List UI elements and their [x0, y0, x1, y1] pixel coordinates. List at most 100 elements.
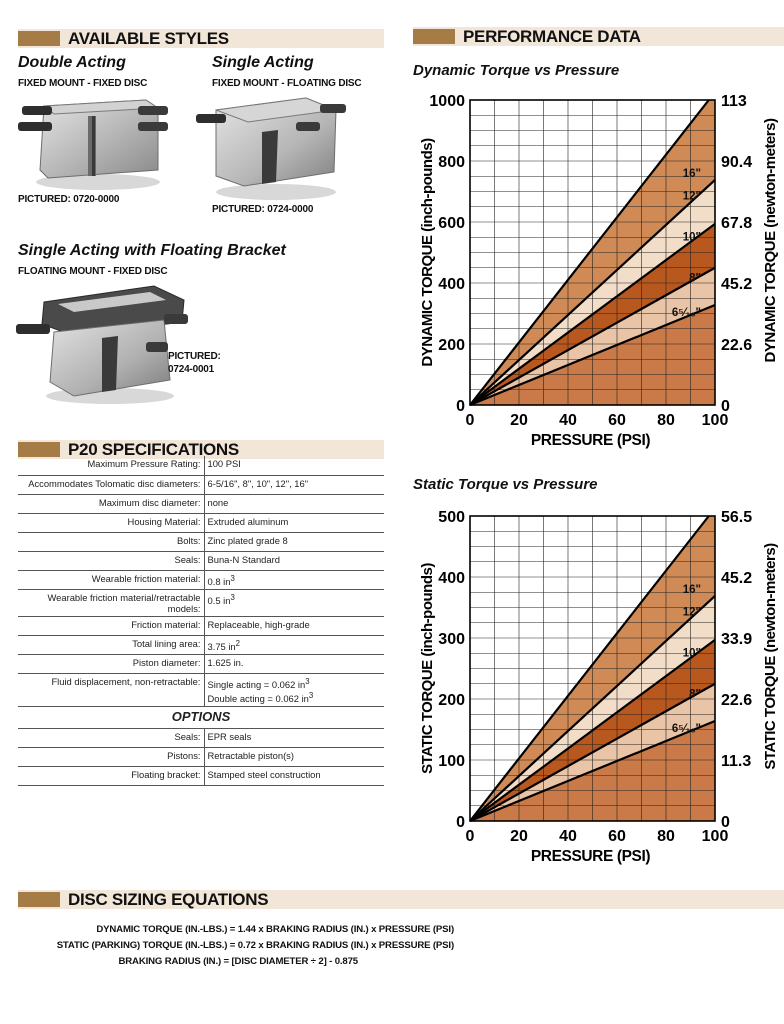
- x-tick-label: 20: [510, 412, 528, 429]
- x-tick-label: 80: [657, 412, 675, 429]
- spec-label: Wearable friction material:: [18, 570, 205, 590]
- style-subtitle-single-acting: FIXED MOUNT - FLOATING DISC: [212, 78, 362, 89]
- specifications-body: Maximum Pressure Rating: 100 PSI Accommod…: [18, 456, 384, 786]
- style-subtitle-double-acting: FIXED MOUNT - FIXED DISC: [18, 78, 148, 89]
- option-value: Stamped steel construction: [204, 766, 384, 786]
- double-acting-caliper-photo: [18, 99, 168, 190]
- series-line: [469, 719, 716, 823]
- spec-row: Piston diameter: 1.625 in.: [18, 654, 384, 674]
- options-heading: OPTIONS: [18, 706, 384, 729]
- x-tick-label: 100: [702, 828, 729, 845]
- spec-row: Wearable friction material: 0.8 in3: [18, 570, 384, 590]
- option-row: Pistons: Retractable piston(s): [18, 747, 384, 767]
- x-tick-label: 40: [559, 412, 577, 429]
- spec-value: 6-5/16", 8", 10", 12", 16": [204, 475, 384, 495]
- spec-row-fluid: Fluid displacement, non-retractable: Sin…: [18, 673, 384, 708]
- series-label: 12": [683, 607, 701, 619]
- spec-label: Housing Material:: [18, 513, 205, 533]
- spec-value-text: 0.8 in: [207, 575, 231, 587]
- x-tick-label: 60: [608, 828, 626, 845]
- spec-value: Zinc plated grade 8: [204, 532, 384, 552]
- y2-tick-label: 0: [721, 814, 730, 831]
- spec-row: Housing Material: Extruded aluminum: [18, 513, 384, 533]
- y-tick-label: 200: [438, 692, 465, 709]
- pictured-label-double-acting: PICTURED: 0720-0000: [18, 194, 120, 205]
- static-chart-title: Static Torque vs Pressure: [413, 476, 598, 493]
- spec-label: Accommodates Tolomatic disc diameters:: [18, 475, 205, 495]
- series-label: 10": [683, 232, 701, 244]
- fluid-exponent: 3: [308, 690, 314, 700]
- header-swatch: [18, 892, 60, 907]
- spec-value: Single acting = 0.062 in3 Double acting …: [204, 673, 384, 708]
- spec-label: Seals:: [18, 551, 205, 571]
- pictured-part-number: 0724-0001: [168, 364, 215, 375]
- spec-row: Total lining area: 3.75 in2: [18, 635, 384, 655]
- spec-label: Maximum Pressure Rating:: [18, 456, 205, 476]
- y-tick-label: 400: [438, 276, 465, 293]
- y2-tick-label: 113: [721, 93, 747, 110]
- spec-value-text: 0.5 in: [207, 594, 231, 606]
- fluid-double-acting: Double acting = 0.062 in3: [208, 690, 382, 704]
- spec-row: Seals: Buna-N Standard: [18, 551, 384, 571]
- option-label: Pistons:: [18, 747, 205, 767]
- y-axis-label: DYNAMIC TORQUE (inch-pounds): [419, 138, 436, 367]
- series-line: [469, 266, 716, 406]
- spec-value-text: 3.75 in: [207, 640, 236, 652]
- pictured-label-line: PICTURED:: [168, 351, 221, 362]
- available-styles-header: AVAILABLE STYLES: [18, 29, 384, 48]
- spec-value: 0.8 in3: [204, 570, 384, 590]
- spec-label: Friction material:: [18, 616, 205, 636]
- x-tick-label: 0: [466, 412, 475, 429]
- x-tick-label: 60: [608, 412, 626, 429]
- y2-tick-label: 0: [721, 398, 730, 415]
- y-tick-label: 300: [438, 631, 465, 648]
- y-tick-label: 600: [438, 215, 465, 232]
- y2-tick-label: 22.6: [721, 692, 752, 709]
- fluid-value-text: Double acting = 0.062 in: [207, 693, 309, 704]
- fluid-single-acting: Single acting = 0.062 in3: [208, 676, 382, 690]
- series-label: 12": [683, 191, 701, 203]
- x-tick-label: 20: [510, 828, 528, 845]
- spec-value: Buna-N Standard: [204, 551, 384, 571]
- spec-label: Maximum disc diameter:: [18, 494, 205, 514]
- series-label: 6⁵⁄₁₆": [672, 723, 701, 735]
- y-tick-label: 800: [438, 154, 465, 171]
- x-tick-label: 40: [559, 828, 577, 845]
- style-title-double-acting: Double Acting: [18, 54, 126, 71]
- series-line: [469, 303, 716, 407]
- x-axis-label: PRESSURE (PSI): [531, 432, 651, 449]
- static-torque-equation: STATIC (PARKING) TORQUE (IN.-LBS.) = 0.7…: [56, 940, 454, 951]
- y-tick-label: 500: [438, 509, 465, 526]
- y-tick-label: 0: [456, 398, 465, 415]
- options-heading-row: OPTIONS: [18, 706, 384, 729]
- plot-frame: [469, 99, 716, 406]
- y-tick-label: 400: [438, 570, 465, 587]
- performance-data-header: PERFORMANCE DATA: [413, 27, 784, 46]
- fluid-value-text: Single acting = 0.062 in: [207, 678, 306, 690]
- spec-row: Maximum disc diameter: none: [18, 494, 384, 514]
- series-line: [469, 515, 710, 822]
- y2-axis-label: STATIC TORQUE (newton-meters): [762, 543, 779, 770]
- spec-value: Extruded aluminum: [204, 513, 384, 533]
- spec-value: none: [204, 494, 384, 514]
- spec-value: 0.5 in3: [204, 589, 384, 617]
- option-value: Retractable piston(s): [204, 747, 384, 767]
- style-title-single-acting: Single Acting: [212, 54, 314, 71]
- spec-value: 100 PSI: [204, 456, 384, 476]
- floating-bracket-caliper-photo: [16, 285, 188, 404]
- section-title: PERFORMANCE DATA: [463, 27, 641, 46]
- pictured-label-floating-bracket: PICTURED: 0724-0001: [168, 350, 221, 376]
- spec-label: Fluid displacement, non-retractable:: [18, 673, 205, 708]
- spec-value-exponent: 3: [230, 573, 235, 583]
- spec-row: Maximum Pressure Rating: 100 PSI: [18, 456, 384, 476]
- spec-value: Replaceable, high-grade: [204, 616, 384, 636]
- x-tick-label: 80: [657, 828, 675, 845]
- spec-row: Accommodates Tolomatic disc diameters: 6-…: [18, 475, 384, 495]
- disc-sizing-header: DISC SIZING EQUATIONS: [18, 890, 784, 909]
- y2-tick-label: 22.6: [721, 337, 752, 354]
- spec-value-exponent: 2: [235, 638, 241, 648]
- series-line: [469, 222, 716, 406]
- spec-row: Bolts: Zinc plated grade 8: [18, 532, 384, 552]
- y2-tick-label: 45.2: [721, 276, 752, 293]
- section-title: P20 SPECIFICATIONS: [68, 440, 239, 459]
